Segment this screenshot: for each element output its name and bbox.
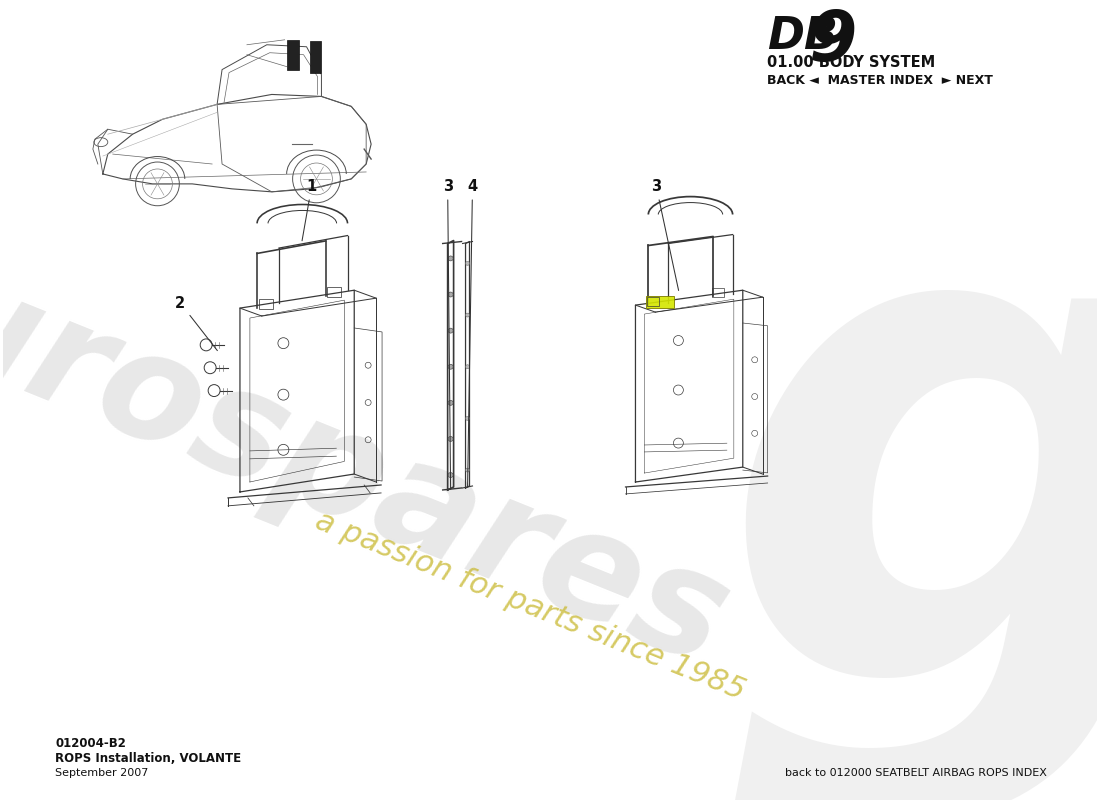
Text: 012004-B2: 012004-B2: [55, 737, 126, 750]
Text: ROPS Installation, VOLANTE: ROPS Installation, VOLANTE: [55, 752, 241, 765]
Circle shape: [448, 364, 453, 370]
Bar: [328, 286, 341, 297]
Circle shape: [448, 400, 453, 406]
Text: back to 012000 SEATBELT AIRBAG ROPS INDEX: back to 012000 SEATBELT AIRBAG ROPS INDE…: [785, 768, 1047, 778]
Text: 4: 4: [468, 179, 477, 487]
Circle shape: [448, 473, 453, 478]
Circle shape: [465, 313, 470, 317]
Text: 3: 3: [651, 179, 679, 290]
Circle shape: [448, 328, 453, 333]
Bar: [712, 288, 724, 297]
Circle shape: [448, 437, 453, 442]
Text: BACK ◄  MASTER INDEX  ► NEXT: BACK ◄ MASTER INDEX ► NEXT: [767, 74, 992, 87]
Circle shape: [465, 417, 470, 420]
Circle shape: [465, 262, 470, 266]
Text: DB: DB: [767, 15, 837, 58]
Circle shape: [448, 292, 453, 297]
Text: g: g: [718, 156, 1100, 800]
Text: eurospares: eurospares: [0, 207, 748, 697]
Text: September 2007: September 2007: [55, 768, 148, 778]
Text: a passion for parts since 1985: a passion for parts since 1985: [311, 506, 749, 706]
Circle shape: [465, 365, 470, 369]
Bar: [647, 297, 659, 306]
Bar: [309, 41, 321, 73]
Text: 1: 1: [302, 179, 317, 241]
Circle shape: [465, 468, 470, 472]
Bar: [287, 40, 298, 70]
Bar: [647, 296, 674, 308]
Text: 3: 3: [442, 179, 453, 489]
Bar: [258, 299, 273, 309]
Text: 2: 2: [175, 296, 218, 350]
Circle shape: [448, 256, 453, 261]
Text: 01.00 BODY SYSTEM: 01.00 BODY SYSTEM: [767, 55, 935, 70]
Text: 9: 9: [808, 8, 857, 75]
